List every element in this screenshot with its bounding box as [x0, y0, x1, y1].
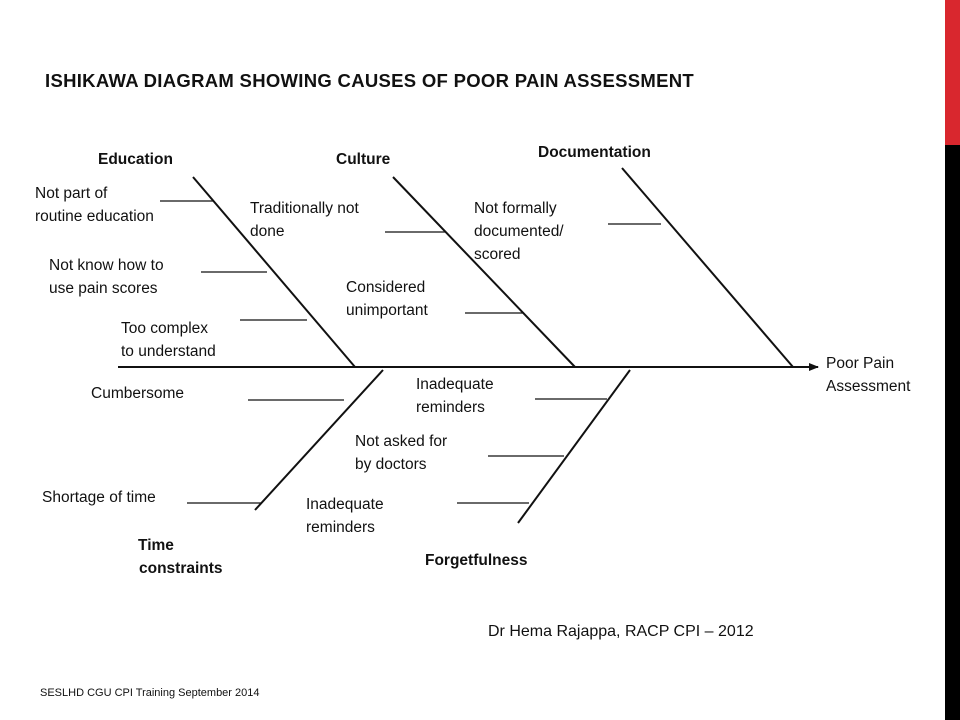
- cause-education-3: Too complex to understand: [121, 320, 216, 360]
- cause-culture-2: Considered unimportant: [346, 279, 428, 319]
- slide-title: ISHIKAWA DIAGRAM SHOWING CAUSES OF POOR …: [45, 70, 694, 91]
- cause-forgetfulness-1: Inadequate reminders: [416, 376, 494, 416]
- bone-forgetfulness: [517, 369, 631, 524]
- effect-label: Poor Pain Assessment: [826, 355, 911, 395]
- bone-time-constraints: [254, 369, 384, 511]
- cause-forgetfulness-2: Not asked for by doctors: [355, 433, 448, 473]
- category-culture: Culture: [336, 151, 391, 168]
- side-accent-bar: [945, 0, 960, 145]
- cause-time-2: Shortage of time: [42, 489, 156, 506]
- bone-education: [192, 176, 356, 368]
- slide-footer: SESLHD CGU CPI Training September 2014: [40, 687, 260, 699]
- side-decoration-bar: [945, 0, 960, 720]
- cause-education-1: Not part of routine education: [35, 185, 154, 225]
- cause-documentation-1: Not formally documented/ scored: [474, 200, 564, 263]
- bone-culture: [392, 176, 576, 368]
- cause-forgetfulness-3: Inadequate reminders: [306, 496, 384, 536]
- category-education: Education: [98, 151, 173, 168]
- bone-documentation: [621, 167, 794, 368]
- cause-time-1: Cumbersome: [91, 385, 185, 402]
- category-forgetfulness: Forgetfulness: [425, 552, 528, 569]
- author-credit: Dr Hema Rajappa, RACP CPI – 2012: [488, 623, 754, 640]
- cause-education-2: Not know how to use pain scores: [49, 257, 164, 297]
- category-time-constraints: Time constraints: [138, 537, 223, 577]
- cause-culture-1: Traditionally not done: [250, 200, 359, 240]
- category-documentation: Documentation: [538, 144, 651, 161]
